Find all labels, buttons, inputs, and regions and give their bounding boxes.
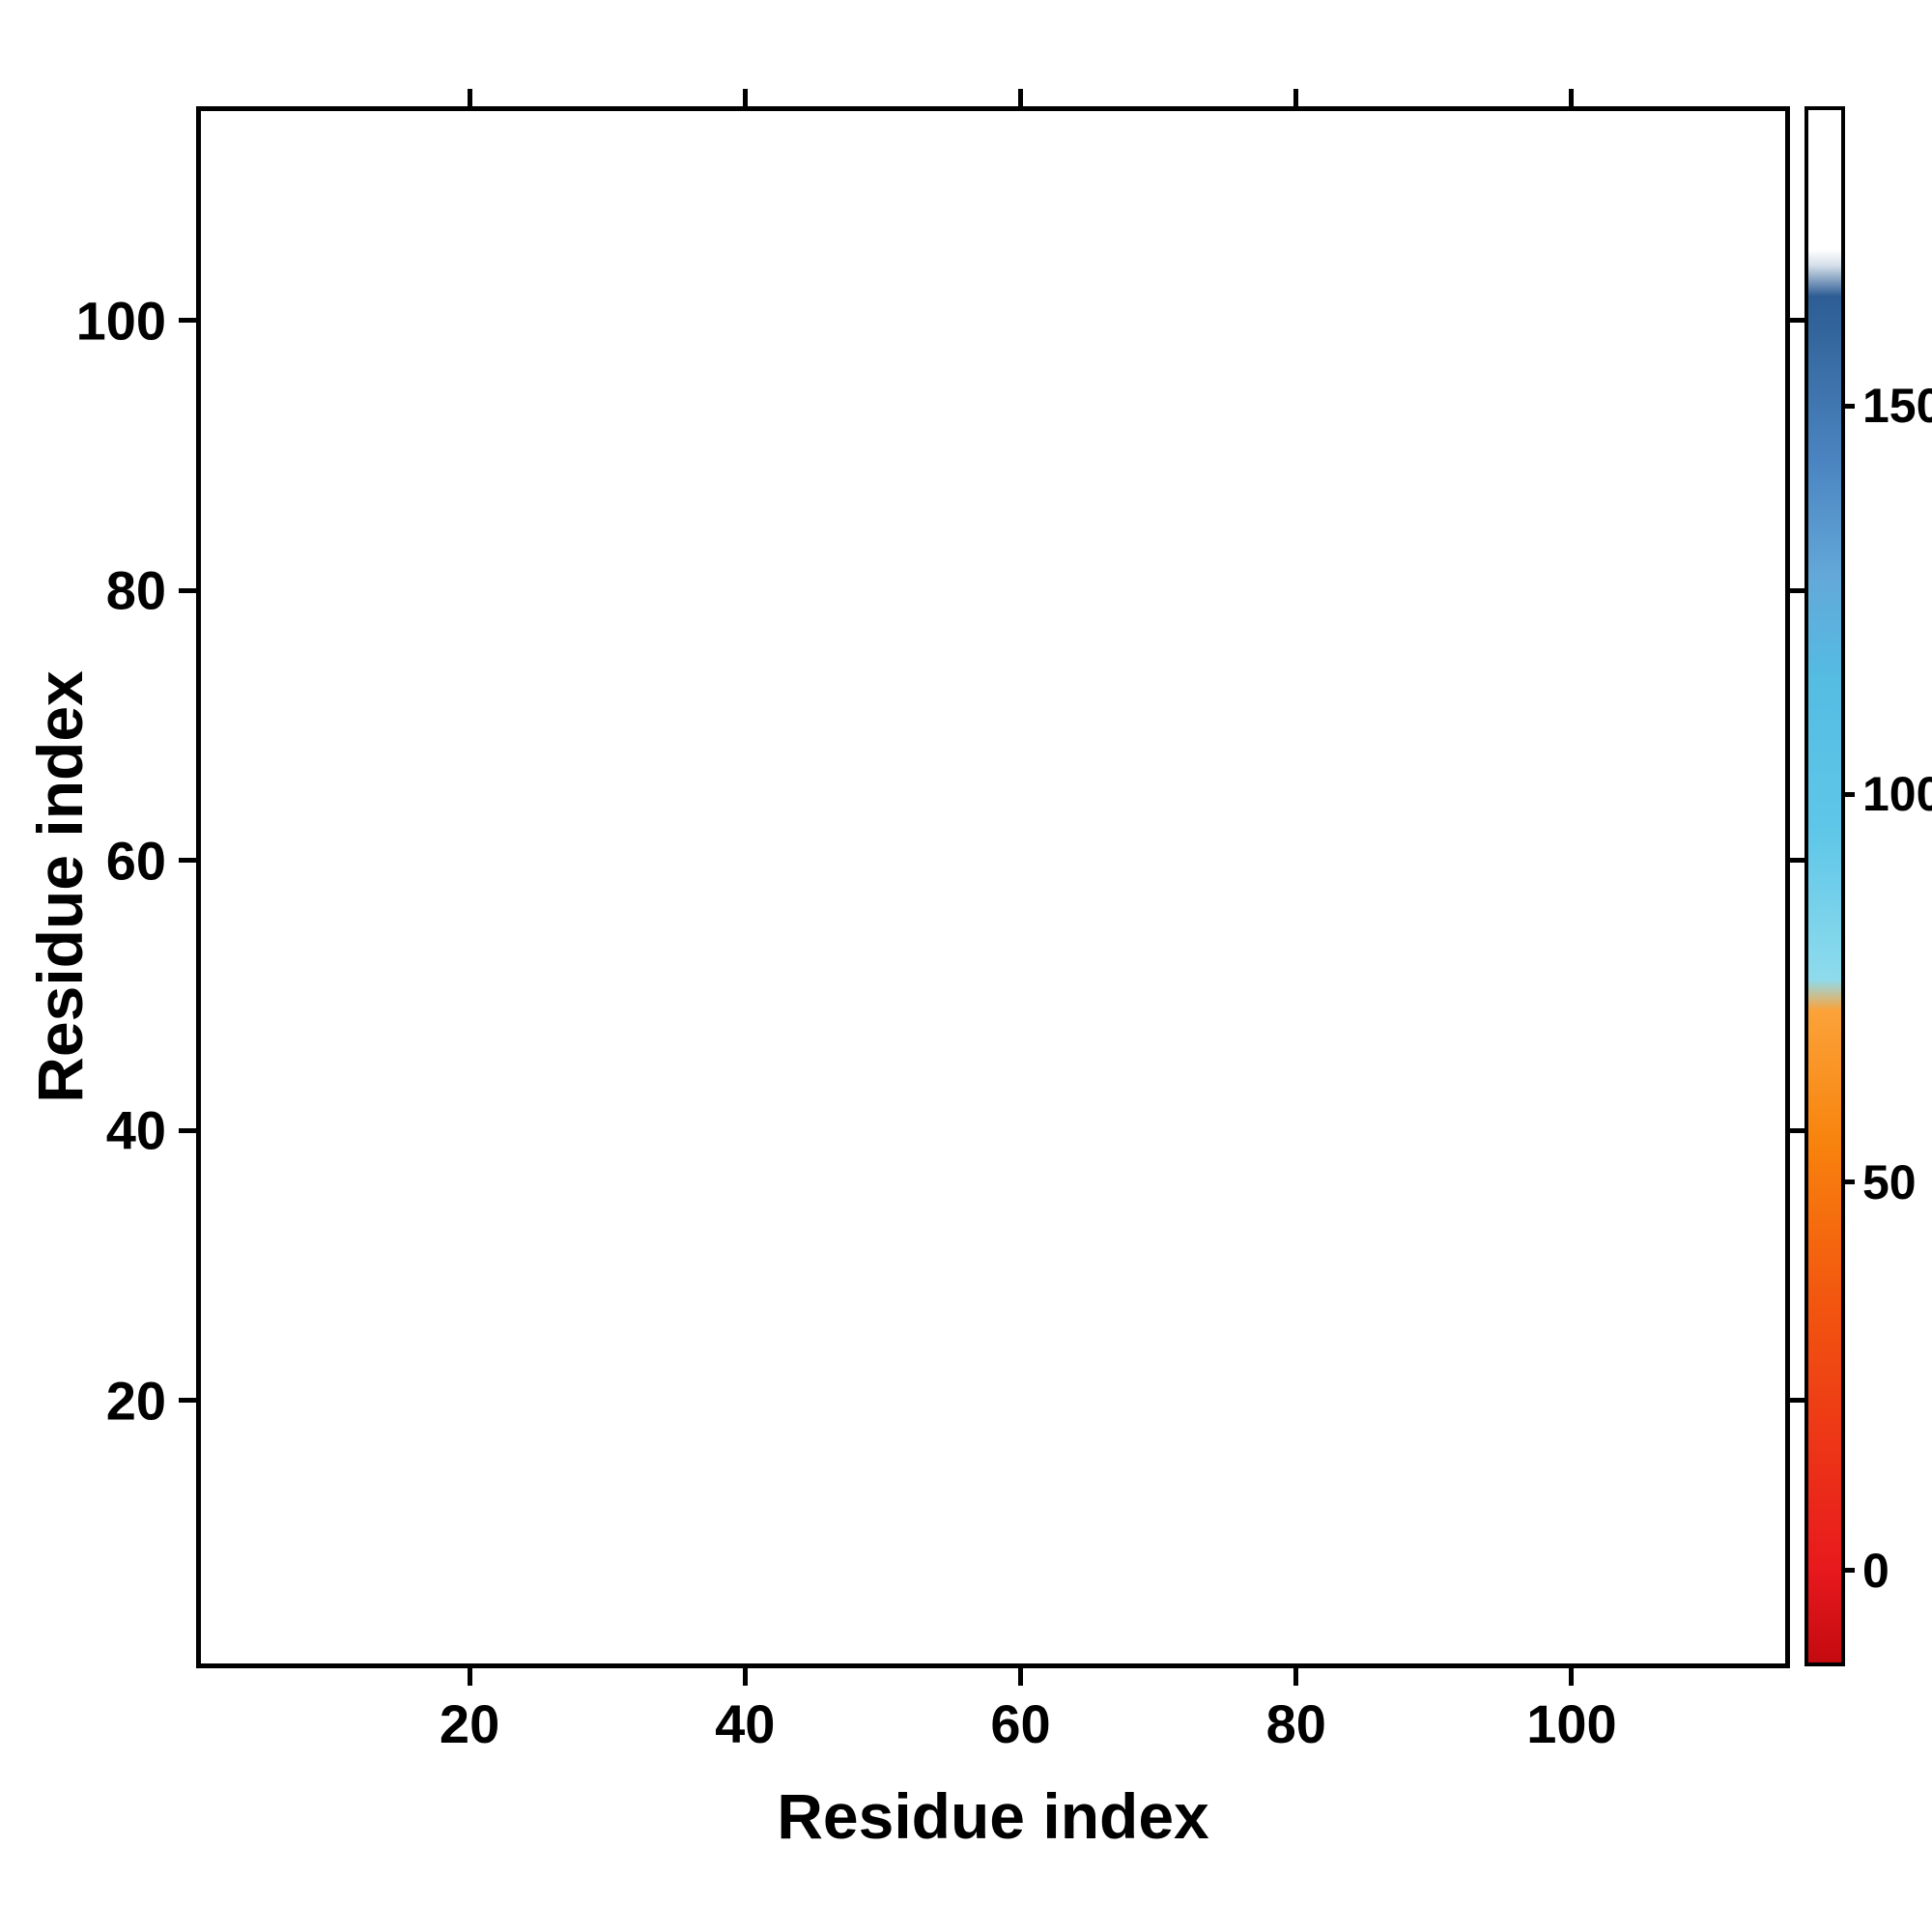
- x-tick-label: 80: [1265, 1693, 1326, 1754]
- y-right-tick-mark: [1790, 318, 1807, 324]
- y-right-tick-mark: [1790, 858, 1807, 864]
- y-tick-mark: [179, 318, 196, 324]
- x-tick-label: 100: [1526, 1693, 1617, 1754]
- x-tick-mark: [1018, 1668, 1024, 1686]
- y-tick-label: 60: [105, 830, 166, 892]
- y-axis-label: Residue index: [24, 670, 96, 1103]
- colorbar-tick-label: 50: [1862, 1154, 1917, 1209]
- colorbar-tick-label: 150: [1862, 379, 1932, 434]
- x-tick-label: 20: [439, 1693, 500, 1754]
- y-right-tick-mark: [1790, 1398, 1807, 1403]
- colorbar-tick-mark: [1841, 403, 1855, 409]
- y-tick-mark: [179, 1127, 196, 1133]
- x-tick-mark: [1569, 1668, 1575, 1686]
- x-tick-label: 60: [990, 1693, 1051, 1754]
- plot-frame: [196, 106, 1790, 1668]
- y-tick-mark: [179, 587, 196, 593]
- y-tick-mark: [179, 858, 196, 864]
- x-tick-label: 40: [715, 1693, 776, 1754]
- x-tick-mark: [742, 1668, 748, 1686]
- y-tick-label: 80: [105, 559, 166, 621]
- y-right-tick-mark: [1790, 1127, 1807, 1133]
- y-right-tick-mark: [1790, 587, 1807, 593]
- x-tick-mark: [1293, 1668, 1299, 1686]
- colorbar-tick-label: 0: [1862, 1543, 1889, 1598]
- colorbar-tick-label: 100: [1862, 767, 1932, 822]
- colorbar-tick-mark: [1841, 1568, 1855, 1574]
- y-tick-label: 100: [75, 290, 166, 352]
- x-tick-mark: [467, 1668, 472, 1686]
- y-tick-label: 40: [105, 1099, 166, 1161]
- x-axis-label: Residue index: [777, 1780, 1209, 1852]
- y-tick-mark: [179, 1398, 196, 1403]
- x-top-tick-mark: [467, 89, 472, 106]
- x-top-tick-mark: [1018, 89, 1024, 106]
- x-top-tick-mark: [742, 89, 748, 106]
- colorbar-tick-mark: [1841, 1179, 1855, 1185]
- colorbar: [1804, 106, 1845, 1666]
- x-top-tick-mark: [1293, 89, 1299, 106]
- y-tick-label: 20: [105, 1370, 166, 1431]
- x-top-tick-mark: [1569, 89, 1575, 106]
- colorbar-tick-mark: [1841, 791, 1855, 797]
